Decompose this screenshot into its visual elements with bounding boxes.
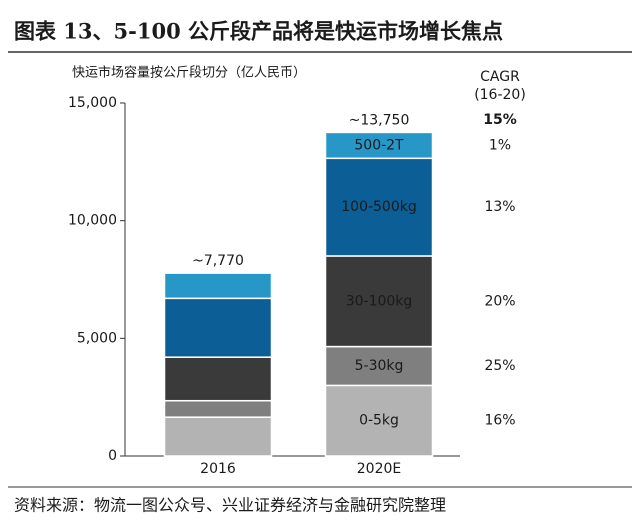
- bar-segment: [324, 384, 434, 457]
- bar-segment: [163, 356, 273, 402]
- bar-segment: [324, 157, 434, 257]
- bar-segment: [163, 399, 273, 418]
- bar-segment: [324, 255, 434, 348]
- y-tick-label: 0: [108, 448, 117, 464]
- bar-segment: [163, 297, 273, 358]
- cagr-label: 13%: [484, 199, 515, 215]
- segment-label: 500-2T: [354, 137, 404, 153]
- chart-title: 图表 13、5-100 公斤段产品将是快运市场增长焦点: [14, 19, 503, 44]
- cagr-label: 25%: [484, 358, 515, 374]
- total-label: ~7,770: [192, 253, 244, 269]
- cagr-period: (16-20): [474, 87, 526, 103]
- segment-label: 0-5kg: [359, 413, 399, 429]
- total-label: ~13,750: [349, 112, 410, 128]
- cagr-label: 16%: [484, 413, 515, 429]
- segment-label: 5-30kg: [355, 358, 404, 374]
- bar-segment: [163, 416, 273, 457]
- bar-segment: [324, 345, 434, 387]
- y-tick-label: 5,000: [77, 330, 117, 346]
- chart-subtitle: 快运市场容量按公斤段切分（亿人民币）: [72, 65, 306, 81]
- cagr-total: 15%: [483, 112, 517, 128]
- cagr-label: 20%: [484, 293, 515, 309]
- x-tick-label: 2016: [200, 461, 236, 477]
- y-tick-label: 15,000: [68, 95, 117, 111]
- cagr-label: 1%: [489, 137, 511, 153]
- x-tick-label: 2020E: [357, 461, 401, 477]
- segment-label: 100-500kg: [341, 199, 417, 215]
- source: 资料来源：物流一图公众号、兴业证券经济与金融研究院整理: [14, 496, 446, 515]
- bar-segment: [324, 131, 434, 160]
- bar-segment: [163, 272, 273, 300]
- y-tick-label: 10,000: [68, 213, 117, 229]
- cagr-title: CAGR: [480, 69, 520, 85]
- segment-label: 30-100kg: [346, 293, 413, 309]
